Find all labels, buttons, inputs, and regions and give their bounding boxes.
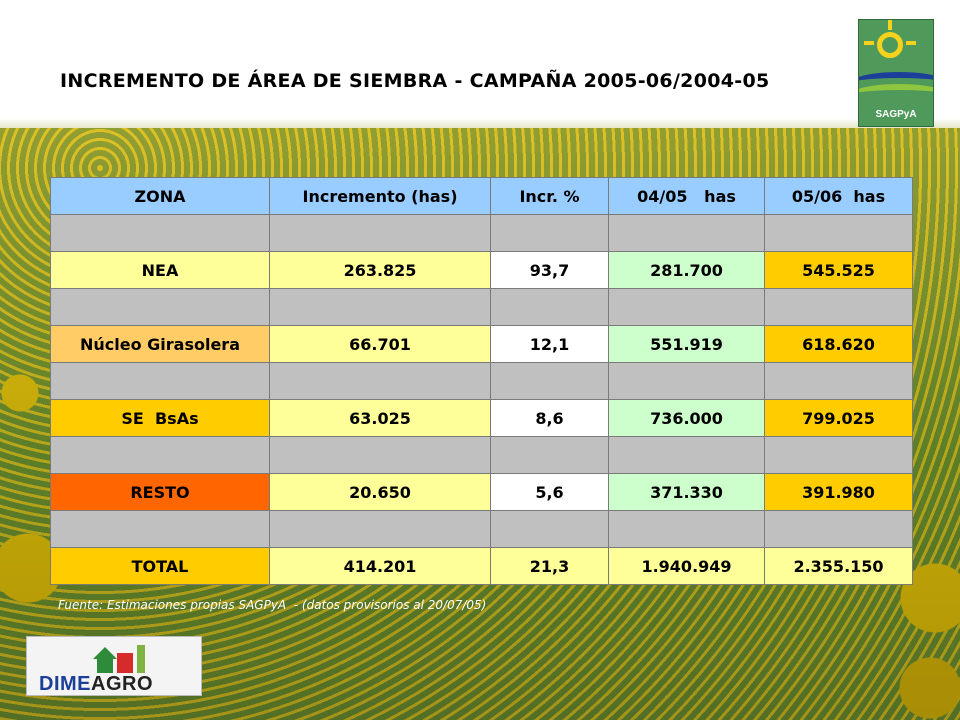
has-0405-cell: 281.700 [608, 251, 765, 289]
header-incr-pct: Incr. % [490, 177, 609, 215]
wave-icon [859, 72, 933, 96]
logo-block-icon [137, 645, 145, 673]
page-title: INCREMENTO DE ÁREA DE SIEMBRA - CAMPAÑA … [60, 70, 770, 92]
incr-pct-cell: 12,1 [490, 325, 609, 363]
has-0405-cell: 551.919 [608, 325, 765, 363]
header-incremento: Incremento (has) [269, 177, 491, 215]
table-header-row: ZONA Incremento (has) Incr. % 04/05 has … [50, 177, 913, 215]
sun-ray [864, 41, 874, 45]
incremento-cell: 20.650 [269, 473, 491, 511]
incr-pct-cell: 21,3 [490, 547, 609, 585]
incr-pct-cell: 8,6 [490, 399, 609, 437]
spacer-row [50, 362, 913, 400]
incr-pct-cell: 93,7 [490, 251, 609, 289]
sagpya-logo-text: SAGPyA [875, 109, 917, 120]
sun-ray [888, 20, 892, 30]
zona-cell: NEA [50, 251, 270, 289]
has-0405-cell: 371.330 [608, 473, 765, 511]
zona-cell: SE BsAs [50, 399, 270, 437]
incremento-cell: 263.825 [269, 251, 491, 289]
has-0506-cell: 391.980 [764, 473, 913, 511]
house-roof-icon [93, 647, 117, 659]
zona-cell: TOTAL [50, 547, 270, 585]
incremento-cell: 414.201 [269, 547, 491, 585]
table-row: Núcleo Girasolera 66.701 12,1 551.919 61… [50, 325, 913, 363]
spacer-row [50, 214, 913, 252]
has-0506-cell: 799.025 [764, 399, 913, 437]
sun-icon [877, 32, 903, 58]
source-note: Fuente: Estimaciones propias SAGPyA - (d… [58, 598, 487, 612]
spacer-row [50, 510, 913, 548]
zona-cell: Núcleo Girasolera [50, 325, 270, 363]
incremento-cell: 66.701 [269, 325, 491, 363]
wave-icon [859, 84, 933, 108]
header-has-0405: 04/05 has [608, 177, 765, 215]
dime-text: DIME [39, 673, 91, 695]
table-row: RESTO 20.650 5,6 371.330 391.980 [50, 473, 913, 511]
dimeagro-logo-text: DIMEAGRO [39, 673, 153, 696]
sun-ray [906, 41, 916, 45]
sagpya-logo: SAGPyA [858, 19, 934, 127]
logo-block-icon [117, 653, 133, 673]
total-row: TOTAL 414.201 21,3 1.940.949 2.355.150 [50, 547, 913, 585]
has-0405-cell: 736.000 [608, 399, 765, 437]
header-has-0506: 05/06 has [764, 177, 913, 215]
data-table: ZONA Incremento (has) Incr. % 04/05 has … [50, 177, 913, 585]
incr-pct-cell: 5,6 [490, 473, 609, 511]
has-0506-cell: 618.620 [764, 325, 913, 363]
dimeagro-logo: DIMEAGRO [26, 636, 202, 696]
has-0506-cell: 2.355.150 [764, 547, 913, 585]
spacer-row [50, 436, 913, 474]
incremento-cell: 63.025 [269, 399, 491, 437]
zona-cell: RESTO [50, 473, 270, 511]
header-zona: ZONA [50, 177, 270, 215]
logo-block-icon [97, 659, 113, 673]
has-0405-cell: 1.940.949 [608, 547, 765, 585]
table-row: SE BsAs 63.025 8,6 736.000 799.025 [50, 399, 913, 437]
agro-text: AGRO [91, 673, 153, 695]
has-0506-cell: 545.525 [764, 251, 913, 289]
spacer-row [50, 288, 913, 326]
table-row: NEA 263.825 93,7 281.700 545.525 [50, 251, 913, 289]
